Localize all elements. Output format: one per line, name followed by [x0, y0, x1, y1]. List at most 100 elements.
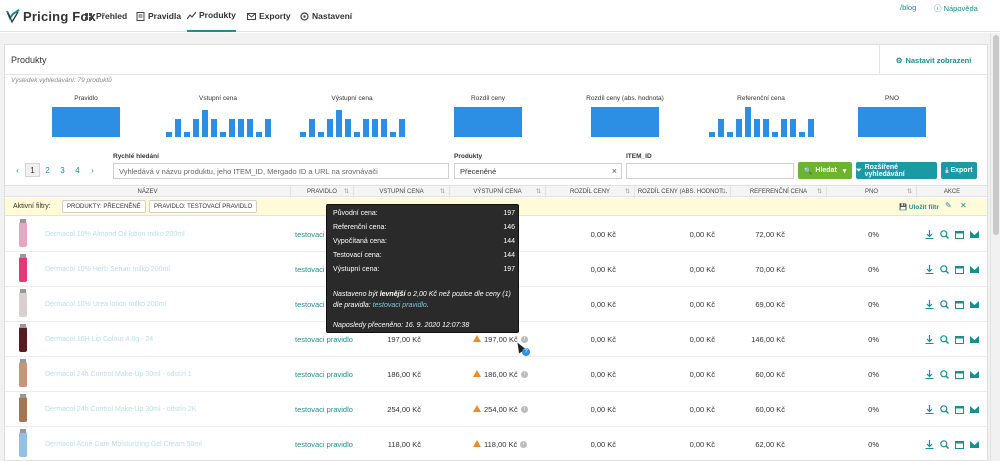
calendar-icon[interactable]	[955, 440, 964, 449]
item-id-input[interactable]	[626, 163, 794, 179]
remove-filters-icon[interactable]: ✕	[960, 201, 967, 210]
filter-chip-products[interactable]: PRODUKTY: PŘECENĚNÉ	[62, 200, 146, 213]
nav-item-overview[interactable]: Přehled	[84, 0, 127, 32]
zoom-icon[interactable]	[940, 370, 949, 379]
histogram-bar[interactable]	[762, 119, 769, 137]
page-button-2[interactable]: 2	[45, 165, 50, 175]
display-settings-button[interactable]: ⚙ Nastavit zobrazení	[879, 45, 987, 75]
calendar-icon[interactable]	[955, 230, 964, 239]
table-row[interactable]: Dermacol 16H Lip Colour 4,8g - 24 testova…	[5, 322, 987, 357]
rule-link[interactable]: testovaci pravidlo	[295, 230, 353, 239]
histogram-bar[interactable]	[165, 132, 172, 137]
histogram-bar[interactable]	[174, 119, 181, 137]
rule-link[interactable]: testovaci pravidlo	[295, 370, 353, 379]
histogram-bar[interactable]	[362, 119, 369, 137]
page-button-4[interactable]: 4	[75, 165, 80, 175]
histogram-bar[interactable]	[717, 119, 724, 137]
rule-link[interactable]: testovaci pravidlo	[295, 405, 353, 414]
histogram-bar[interactable]	[380, 119, 387, 137]
download-icon[interactable]	[925, 230, 934, 239]
histogram-bar[interactable]	[317, 132, 324, 137]
column-price-diff-abs[interactable]: ROZDÍL CENY (ABS. HODNOT... ⇅	[635, 186, 731, 198]
histogram-bar[interactable]	[192, 119, 199, 137]
page-scrollbar[interactable]	[990, 33, 1000, 461]
histogram-bar[interactable]	[398, 119, 405, 137]
download-icon[interactable]	[925, 300, 934, 309]
histogram-bar[interactable]	[708, 132, 715, 137]
products-filter-select[interactable]: Přeceněné ×	[454, 163, 622, 179]
mergado-icon[interactable]	[970, 265, 979, 274]
info-icon[interactable]: i	[520, 406, 528, 413]
product-name-link[interactable]: Dermacol 16H Lip Colour 4,8g - 24	[45, 336, 154, 343]
product-name-link[interactable]: Dermacol 24h Control Make-Up 30ml - odst…	[45, 406, 197, 413]
product-name-link[interactable]: Dermacol 24h Control Make-Up 30ml - odst…	[45, 371, 192, 378]
histogram-bar[interactable]	[308, 119, 315, 137]
sort-icon[interactable]: ⇅	[439, 189, 445, 195]
product-name-link[interactable]: Dermacol Acne Care Moisturizing Gel Crea…	[45, 441, 202, 448]
zoom-icon[interactable]	[940, 405, 949, 414]
calendar-icon[interactable]	[955, 370, 964, 379]
scrollbar-thumb[interactable]	[993, 35, 999, 235]
sort-icon[interactable]: ⇅	[720, 189, 726, 195]
download-icon[interactable]	[925, 370, 934, 379]
download-icon[interactable]	[925, 440, 934, 449]
column-price-diff[interactable]: ROZDÍL CENY ⇅	[546, 186, 635, 198]
column-reference-price[interactable]: REFERENČNÍ CENA ⇅	[731, 186, 827, 198]
histogram-bar[interactable]	[454, 107, 522, 137]
zoom-icon[interactable]	[940, 300, 949, 309]
histogram-bar[interactable]	[591, 107, 659, 137]
histogram-bar[interactable]	[780, 119, 787, 137]
table-row[interactable]: Dermacol Acne Care Moisturizing Gel Crea…	[5, 427, 987, 461]
histogram-bar[interactable]	[771, 132, 778, 137]
histogram-bar[interactable]	[807, 119, 814, 137]
download-icon[interactable]	[925, 265, 934, 274]
next-page-button[interactable]: ›	[91, 165, 94, 175]
calendar-icon[interactable]	[955, 300, 964, 309]
quick-search-input[interactable]: Vyhledává v názvu produktu, jeho ITEM_ID…	[113, 163, 449, 179]
sort-icon[interactable]: ⇅	[816, 189, 822, 195]
sort-icon[interactable]: ⇅	[343, 189, 349, 195]
histogram-bar[interactable]	[335, 110, 342, 137]
histogram-bar[interactable]	[52, 107, 120, 137]
histogram-bar[interactable]	[789, 119, 796, 137]
download-icon[interactable]	[925, 405, 934, 414]
product-name-link[interactable]: Dermacol 10% Herb Serum milko 200ml	[45, 266, 170, 273]
nav-item-settings[interactable]: Nastavení	[300, 0, 352, 32]
rule-link[interactable]: testovaci pravidlo	[295, 265, 353, 274]
product-name-link[interactable]: Dermacol 10% Almond Oil lotion milko 200…	[45, 231, 185, 238]
histogram-bar[interactable]	[201, 110, 208, 137]
product-name-link[interactable]: Dermacol 10% Urea lotion milko 200ml	[45, 301, 166, 308]
histogram-bar[interactable]	[753, 119, 760, 137]
rule-link[interactable]: testovaci pravidlo	[295, 335, 353, 344]
clear-filter-icon[interactable]: ×	[611, 166, 617, 176]
sort-icon[interactable]: ⇅	[906, 189, 912, 195]
calendar-icon[interactable]	[955, 265, 964, 274]
histogram-bar[interactable]	[726, 132, 733, 137]
zoom-icon[interactable]	[940, 230, 949, 239]
column-pno[interactable]: PNO ⇅	[827, 186, 917, 198]
calendar-icon[interactable]	[955, 405, 964, 414]
info-icon[interactable]: i	[520, 371, 528, 378]
mergado-icon[interactable]	[970, 230, 979, 239]
table-row[interactable]: Dermacol 24h Control Make-Up 30ml - odst…	[5, 392, 987, 427]
save-filter-button[interactable]: 💾 Uložit filtr	[899, 203, 939, 211]
histogram-bar[interactable]	[798, 132, 805, 137]
histogram-bar[interactable]	[237, 119, 244, 137]
mergado-icon[interactable]	[970, 300, 979, 309]
sort-icon[interactable]: ⇅	[624, 189, 630, 195]
page-button-3[interactable]: 3	[60, 165, 65, 175]
zoom-icon[interactable]	[940, 335, 949, 344]
mergado-icon[interactable]	[970, 440, 979, 449]
prev-page-button[interactable]: ‹	[16, 165, 19, 175]
histogram-bar[interactable]	[744, 107, 751, 137]
dropdown-caret-icon[interactable]: ▾	[842, 167, 847, 175]
page-button-1[interactable]: 1	[25, 163, 40, 177]
nav-item-rules[interactable]: Pravidla	[136, 0, 181, 32]
column-rule[interactable]: PRAVIDLO ⇅	[291, 186, 354, 198]
histogram-bar[interactable]	[353, 132, 360, 137]
rule-link[interactable]: testovaci pravidlo	[295, 300, 353, 309]
nav-item-exports[interactable]: Exporty	[247, 0, 291, 32]
column-input-price[interactable]: VSTUPNÍ CENA ⇅	[354, 186, 450, 198]
histogram-bar[interactable]	[858, 107, 926, 137]
sort-icon[interactable]: ⇅	[535, 189, 541, 195]
